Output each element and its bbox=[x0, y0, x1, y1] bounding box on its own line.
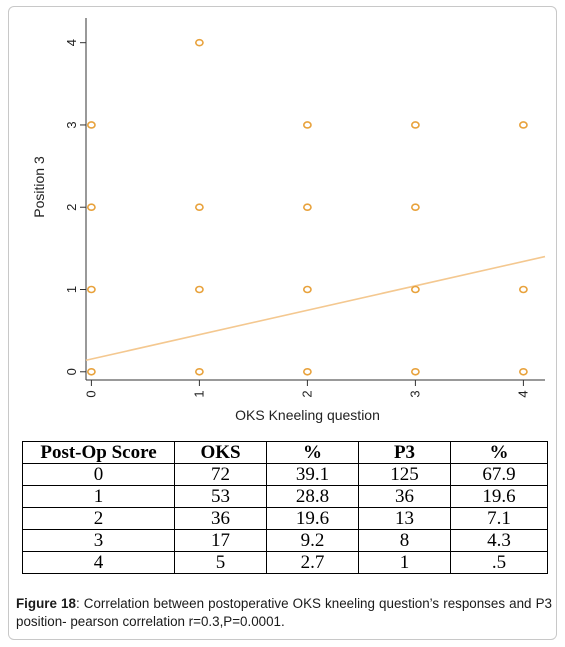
y-axis-title: Position 3 bbox=[31, 156, 47, 218]
y-tick-label: 1 bbox=[64, 286, 79, 293]
scatter-plot: 0 1 2 3 4 0 1 2 3 4 OKS Kneeling question Position … bbox=[31, 18, 546, 423]
data-point bbox=[519, 367, 528, 376]
caption-label: Figure 18 bbox=[16, 596, 76, 611]
header-cell: % bbox=[450, 441, 548, 464]
table-cell: 13 bbox=[358, 507, 451, 530]
table-cell: 1 bbox=[22, 485, 175, 508]
data-point bbox=[410, 203, 420, 212]
data-point bbox=[87, 367, 96, 376]
fit-line bbox=[85, 255, 546, 362]
x-tick-label: 0 bbox=[83, 390, 98, 397]
header-cell: OKS bbox=[174, 441, 267, 464]
table-cell: 3 bbox=[22, 529, 175, 552]
table-cell: 1 bbox=[358, 551, 451, 574]
table-cell: 5 bbox=[174, 551, 267, 574]
header-cell: % bbox=[266, 441, 359, 464]
table-cell: 36 bbox=[358, 485, 451, 508]
table-row: 2 36 19.6 13 7.1 bbox=[22, 507, 548, 530]
y-tick-label: 4 bbox=[64, 39, 79, 46]
table-cell: 7.1 bbox=[450, 507, 548, 530]
table-cell: 2 bbox=[22, 507, 175, 530]
table-cell: 19.6 bbox=[450, 485, 548, 508]
x-axis-title: OKS Kneeling question bbox=[235, 407, 380, 423]
table-cell: 0 bbox=[22, 463, 175, 486]
table-cell: 2.7 bbox=[266, 551, 359, 574]
data-point bbox=[87, 285, 96, 294]
table-cell: 39.1 bbox=[266, 463, 359, 486]
data-point bbox=[302, 121, 312, 129]
data-point bbox=[194, 203, 204, 212]
table-header-row: Post-Op Score OKS % P3 % bbox=[22, 441, 548, 464]
table-row: 3 17 9.2 8 4.3 bbox=[22, 529, 548, 552]
data-point bbox=[194, 38, 204, 47]
table-cell: 19.6 bbox=[266, 507, 359, 530]
header-cell: Post-Op Score bbox=[22, 441, 175, 464]
header-cell: P3 bbox=[358, 441, 451, 464]
table-cell: 8 bbox=[358, 529, 451, 552]
data-point bbox=[410, 285, 420, 294]
data-point bbox=[410, 121, 420, 129]
table-cell: 4 bbox=[22, 551, 175, 574]
table-cell: 17 bbox=[174, 529, 267, 552]
data-point bbox=[410, 367, 420, 376]
score-table: Post-Op Score OKS % P3 % 0 72 39.1 125 6… bbox=[22, 441, 548, 574]
table-cell: 125 bbox=[358, 463, 451, 486]
data-point bbox=[194, 367, 204, 376]
data-point bbox=[519, 121, 528, 129]
y-tick-label: 2 bbox=[64, 204, 79, 211]
x-tick-label: 1 bbox=[191, 390, 206, 397]
data-point bbox=[519, 285, 528, 294]
table-cell: 36 bbox=[174, 507, 267, 530]
data-point bbox=[194, 285, 204, 294]
table-row: 1 53 28.8 36 19.6 bbox=[22, 485, 548, 508]
data-point bbox=[87, 203, 96, 212]
table-cell: 72 bbox=[174, 463, 267, 486]
table-row: 0 72 39.1 125 67.9 bbox=[22, 463, 548, 486]
x-tick-label: 4 bbox=[515, 390, 530, 397]
x-tick-label: 3 bbox=[407, 390, 422, 397]
table-cell: 4.3 bbox=[450, 529, 548, 552]
data-point bbox=[302, 367, 312, 376]
table-cell: .5 bbox=[450, 551, 548, 574]
figure-caption: Figure 18: Correlation between postopera… bbox=[16, 595, 552, 631]
data-point bbox=[87, 121, 96, 129]
table-row: 4 5 2.7 1 .5 bbox=[22, 551, 548, 574]
table-cell: 9.2 bbox=[266, 529, 359, 552]
caption-text: : Correlation between postoperative OKS … bbox=[16, 596, 552, 629]
table-cell: 53 bbox=[174, 485, 267, 508]
data-point bbox=[302, 285, 312, 294]
data-point bbox=[302, 203, 312, 212]
table-cell: 28.8 bbox=[266, 485, 359, 508]
y-tick-label: 3 bbox=[64, 121, 79, 128]
table-cell: 67.9 bbox=[450, 463, 548, 486]
y-tick-label: 0 bbox=[64, 368, 79, 375]
x-tick-label: 2 bbox=[299, 390, 314, 397]
